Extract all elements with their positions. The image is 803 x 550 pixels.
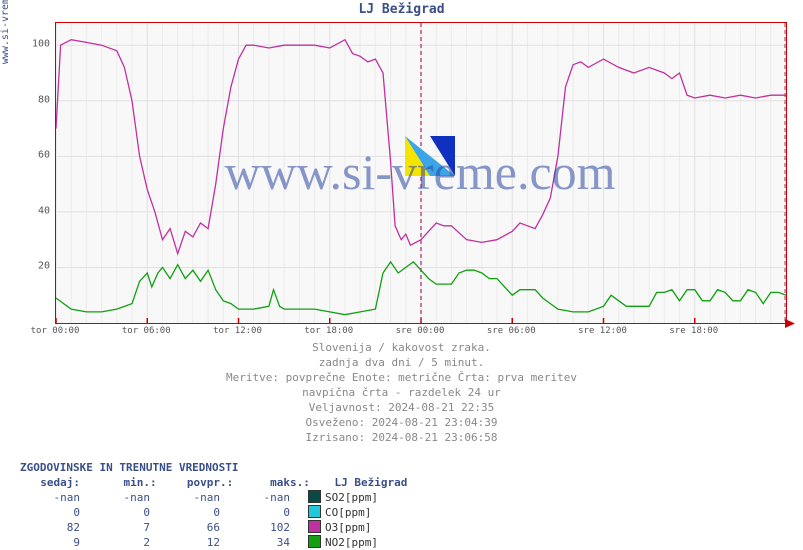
x-tick-label: sre 12:00 xyxy=(578,326,627,336)
footer-line: Slovenija / kakovost zraka. xyxy=(0,340,803,355)
chart-footer-metadata: Slovenija / kakovost zraka. zadnja dva d… xyxy=(0,340,803,445)
x-tick-label: tor 18:00 xyxy=(304,326,353,336)
table-row: -nan-nan-nan-nanSO2[ppm] xyxy=(20,490,407,505)
cell-maks: -nan xyxy=(220,490,290,505)
col-header-min: min.: xyxy=(87,475,157,490)
footer-line: zadnja dva dni / 5 minut. xyxy=(0,355,803,370)
legend-label: SO2[ppm] xyxy=(325,491,378,504)
legend-label: NO2[ppm] xyxy=(325,536,378,549)
legend-label: O3[ppm] xyxy=(325,521,371,534)
x-tick-label: tor 12:00 xyxy=(213,326,262,336)
table-title: ZGODOVINSKE IN TRENUTNE VREDNOSTI xyxy=(20,460,407,475)
cell-maks: 34 xyxy=(220,535,290,550)
cell-povpr: 0 xyxy=(150,505,220,520)
chart-plot-area xyxy=(55,22,787,324)
x-tick-label: sre 06:00 xyxy=(487,326,536,336)
y-tick-label: 40 xyxy=(20,205,50,216)
cell-min: 2 xyxy=(80,535,150,550)
table-row: 0000CO[ppm] xyxy=(20,505,407,520)
y-tick-label: 20 xyxy=(20,261,50,272)
footer-line: Veljavnost: 2024-08-21 22:35 xyxy=(0,400,803,415)
footer-line: Izrisano: 2024-08-21 23:06:58 xyxy=(0,430,803,445)
cell-min: 7 xyxy=(80,520,150,535)
x-tick-label: sre 00:00 xyxy=(396,326,445,336)
legend-swatch-icon xyxy=(308,520,321,533)
cell-maks: 0 xyxy=(220,505,290,520)
chart-title: LJ Bežigrad xyxy=(0,2,803,17)
legend-swatch-icon xyxy=(308,535,321,548)
cell-maks: 102 xyxy=(220,520,290,535)
cell-povpr: -nan xyxy=(150,490,220,505)
cell-sedaj: 0 xyxy=(20,505,80,520)
cell-povpr: 12 xyxy=(150,535,220,550)
col-header-maks: maks.: xyxy=(240,475,310,490)
x-tick-label: tor 00:00 xyxy=(31,326,80,336)
legend-swatch-icon xyxy=(308,490,321,503)
footer-line: navpična črta - razdelek 24 ur xyxy=(0,385,803,400)
y-tick-label: 60 xyxy=(20,150,50,161)
x-tick-label: sre 18:00 xyxy=(669,326,718,336)
y-axis-source-link[interactable]: www.si-vreme.com xyxy=(0,0,16,146)
cell-sedaj: 9 xyxy=(20,535,80,550)
col-header-station: LJ Bežigrad xyxy=(335,475,408,490)
cell-sedaj: 82 xyxy=(20,520,80,535)
cell-sedaj: -nan xyxy=(20,490,80,505)
col-header-sedaj: sedaj: xyxy=(20,475,80,490)
cell-min: 0 xyxy=(80,505,150,520)
table-header-row: sedaj: min.: povpr.: maks.: LJ Bežigrad xyxy=(20,475,407,490)
values-table: ZGODOVINSKE IN TRENUTNE VREDNOSTI sedaj:… xyxy=(20,460,407,550)
cell-povpr: 66 xyxy=(150,520,220,535)
legend-label: CO[ppm] xyxy=(325,506,371,519)
x-tick-label: tor 06:00 xyxy=(122,326,171,336)
cell-min: -nan xyxy=(80,490,150,505)
legend-swatch-icon xyxy=(308,505,321,518)
footer-line: Osveženo: 2024-08-21 23:04:39 xyxy=(0,415,803,430)
table-row: 82766102 O3[ppm] xyxy=(20,520,407,535)
y-tick-label: 100 xyxy=(20,39,50,50)
col-header-povpr: povpr.: xyxy=(163,475,233,490)
y-tick-label: 80 xyxy=(20,94,50,105)
table-row: 921234 NO2[ppm] xyxy=(20,535,407,550)
footer-line: Meritve: povprečne Enote: metrične Črta:… xyxy=(0,370,803,385)
x-axis-arrow-icon xyxy=(785,318,797,331)
